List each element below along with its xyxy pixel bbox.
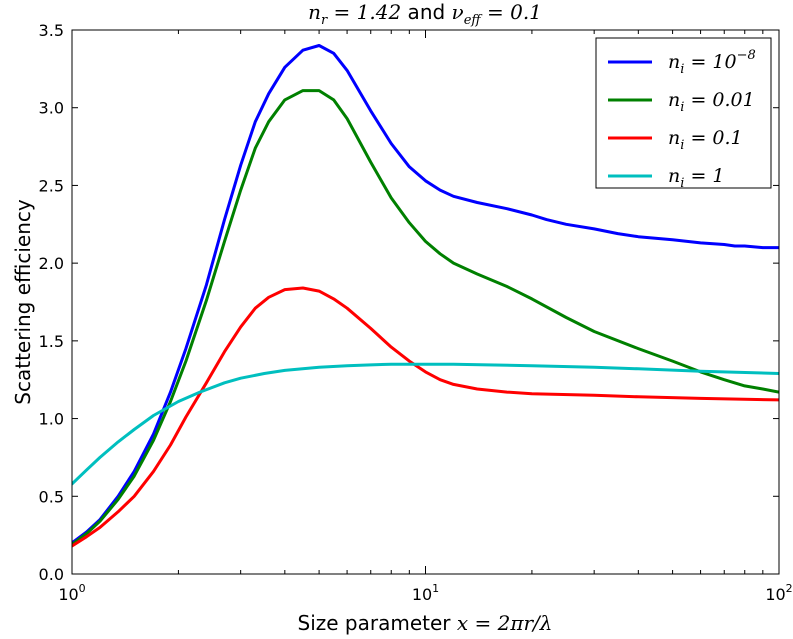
series-line-1: [72, 44, 779, 545]
y-axis-label: Scattering efficiency: [11, 199, 35, 405]
legend-label-1: ni = 10−8: [668, 48, 756, 77]
x-tick-label: 100: [58, 582, 85, 604]
x-axis-label: Size parameter x = 2πr/λ: [298, 611, 553, 635]
chart-title: nr = 1.42 and νeff = 0.1: [308, 0, 542, 28]
y-tick-label: 1.0: [39, 410, 64, 429]
series-layer: [72, 44, 779, 548]
legend: ni = 10−8 ni = 0.01 ni = 0.1 ni = 1: [595, 37, 772, 191]
legend-label-3: ni = 0.1: [668, 127, 743, 153]
y-tick-label: 3.0: [39, 99, 64, 118]
ticks-layer: 0.0 0.5 1.0 1.5 2.0 2.5 3.0 3.5 100 101 102: [39, 21, 793, 604]
legend-label-2: ni = 0.01: [668, 89, 755, 115]
y-tick-label: 1.5: [39, 332, 64, 351]
series-line-3: [72, 286, 779, 548]
y-tick-label: 0.0: [39, 565, 64, 584]
y-tick-label: 3.5: [39, 21, 64, 40]
y-tick-label: 2.0: [39, 254, 64, 273]
x-tick-label: 102: [765, 582, 792, 604]
y-tick-label: 0.5: [39, 487, 64, 506]
series-line-4: [72, 362, 779, 486]
y-tick-label: 2.5: [39, 176, 64, 195]
x-tick-label: 101: [412, 582, 439, 604]
legend-label-4: ni = 1: [668, 165, 725, 191]
